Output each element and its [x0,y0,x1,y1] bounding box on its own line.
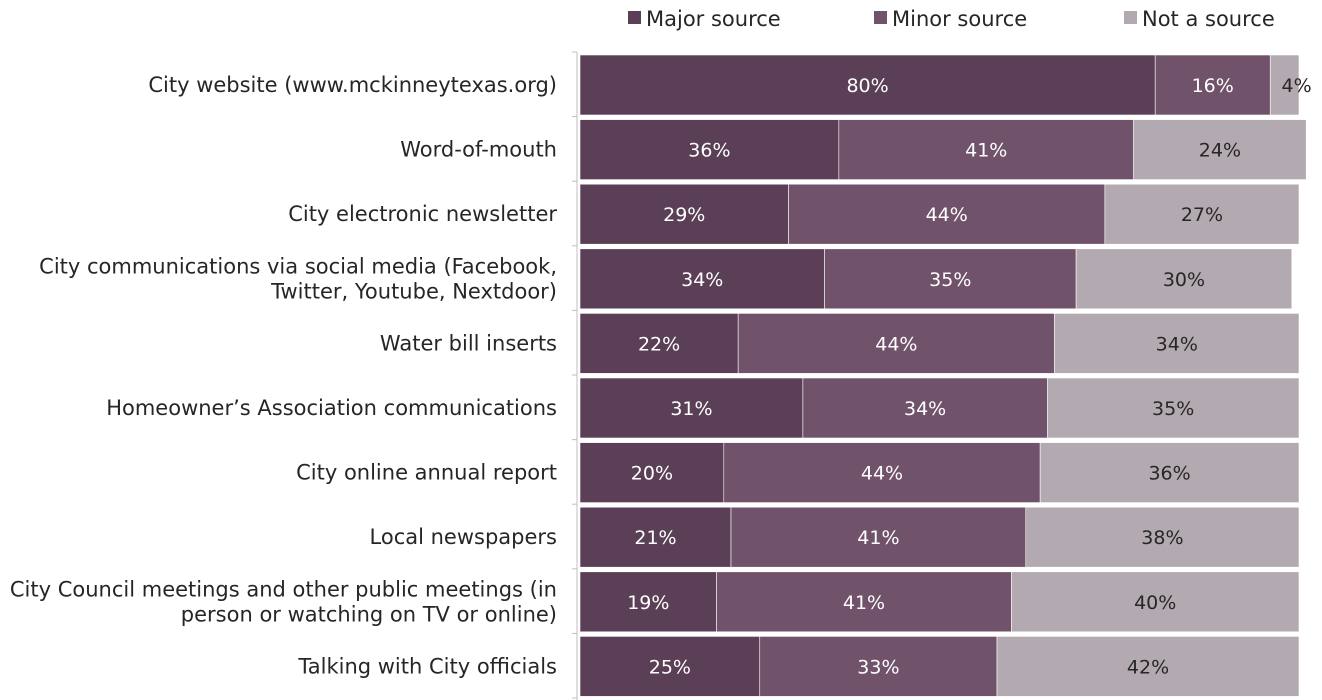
value-label-major-source: 19% [627,592,669,614]
value-label-major-source: 36% [688,140,730,162]
value-label-minor-source: 34% [904,398,946,420]
bar-minor-source [802,377,1048,439]
value-label-not-a-source: 38% [1141,527,1183,549]
category-labels: City website (www.mckinneytexas.org) Word… [10,73,557,678]
bar-minor-source [824,248,1077,310]
bar-not-a-source [1075,248,1293,310]
value-label-major-source: 31% [670,398,712,420]
category-label: Water bill inserts [380,331,557,355]
bar-minor-source [730,506,1027,568]
value-label-minor-source: 41% [843,592,885,614]
value-label-not-a-source: 27% [1181,204,1223,226]
bar-not-a-source [1025,506,1300,568]
value-label-minor-source: 44% [926,204,968,226]
category-label: City communications via social media (Fa… [39,254,557,278]
legend-swatch-major-source [628,11,641,24]
bar-major-source [579,183,789,245]
category-label: City website (www.mckinneytexas.org) [148,73,557,97]
bar-not-a-source [1039,442,1300,503]
value-label-not-a-source: 4% [1282,75,1312,97]
category-label: City Council meetings and other public m… [10,577,557,601]
legend-label-not-a-source: Not a source [1142,7,1275,31]
category-label: Word-of-mouth [400,138,557,162]
value-label-major-source: 22% [638,333,680,355]
value-label-minor-source: 44% [875,333,917,355]
value-label-not-a-source: 40% [1134,592,1176,614]
value-label-not-a-source: 35% [1152,398,1194,420]
category-label: person or watching on TV or online) [181,602,557,626]
category-label: City online annual report [296,461,557,485]
bar-not-a-source [1011,571,1300,633]
value-label-major-source: 34% [681,269,723,291]
value-label-not-a-source: 36% [1148,463,1190,485]
bar-minor-source [716,571,1012,633]
bar-minor-source [838,119,1134,180]
category-label: Homeowner’s Association communications [106,396,557,420]
category-label: City electronic newsletter [288,202,557,226]
bar-major-source [579,313,739,374]
category-label: Talking with City officials [297,654,557,678]
bar-major-source [579,54,1156,116]
value-label-major-source: 21% [634,527,676,549]
legend-label-major-source: Major source [646,7,781,31]
bar-major-source [579,442,725,503]
value-label-not-a-source: 30% [1163,269,1205,291]
value-label-minor-source: 35% [929,269,971,291]
value-label-minor-source: 44% [861,463,903,485]
bar-minor-source [737,313,1055,374]
category-label: Local newspapers [370,525,557,549]
bar-not-a-source [1054,313,1300,374]
bars: 80% 16% 4% 36% 41% 24% 29% 44% 27% 34% 35% 30% 22% 44… [579,54,1312,697]
bar-not-a-source [1104,183,1300,245]
value-label-major-source: 29% [663,204,705,226]
value-label-major-source: 80% [846,75,888,97]
value-label-not-a-source: 34% [1156,333,1198,355]
bar-major-source [579,506,732,568]
bar-not-a-source [996,636,1300,697]
bar-not-a-source [1269,54,1300,116]
legend-swatch-minor-source [874,11,887,24]
bar-minor-source [759,636,998,697]
legend: Major source Minor source Not a source [628,7,1275,31]
value-label-major-source: 25% [649,656,691,678]
legend-swatch-not-a-source [1124,11,1137,24]
value-label-major-source: 20% [631,463,673,485]
bar-minor-source [1154,54,1271,116]
value-label-minor-source: 41% [965,140,1007,162]
bar-minor-source [723,442,1041,503]
category-axis [572,51,578,700]
bar-major-source [579,377,804,439]
legend-label-minor-source: Minor source [892,7,1027,31]
value-label-minor-source: 41% [857,527,899,549]
bar-major-source [579,119,840,180]
value-label-not-a-source: 24% [1199,140,1241,162]
value-label-not-a-source: 42% [1127,656,1169,678]
bar-major-source [579,248,825,310]
bar-not-a-source [1047,377,1300,439]
category-label: Twitter, Youtube, Nextdoor) [270,279,557,303]
bar-not-a-source [1133,119,1307,180]
value-label-minor-source: 16% [1192,75,1234,97]
bar-minor-source [788,183,1106,245]
value-label-minor-source: 33% [857,656,899,678]
